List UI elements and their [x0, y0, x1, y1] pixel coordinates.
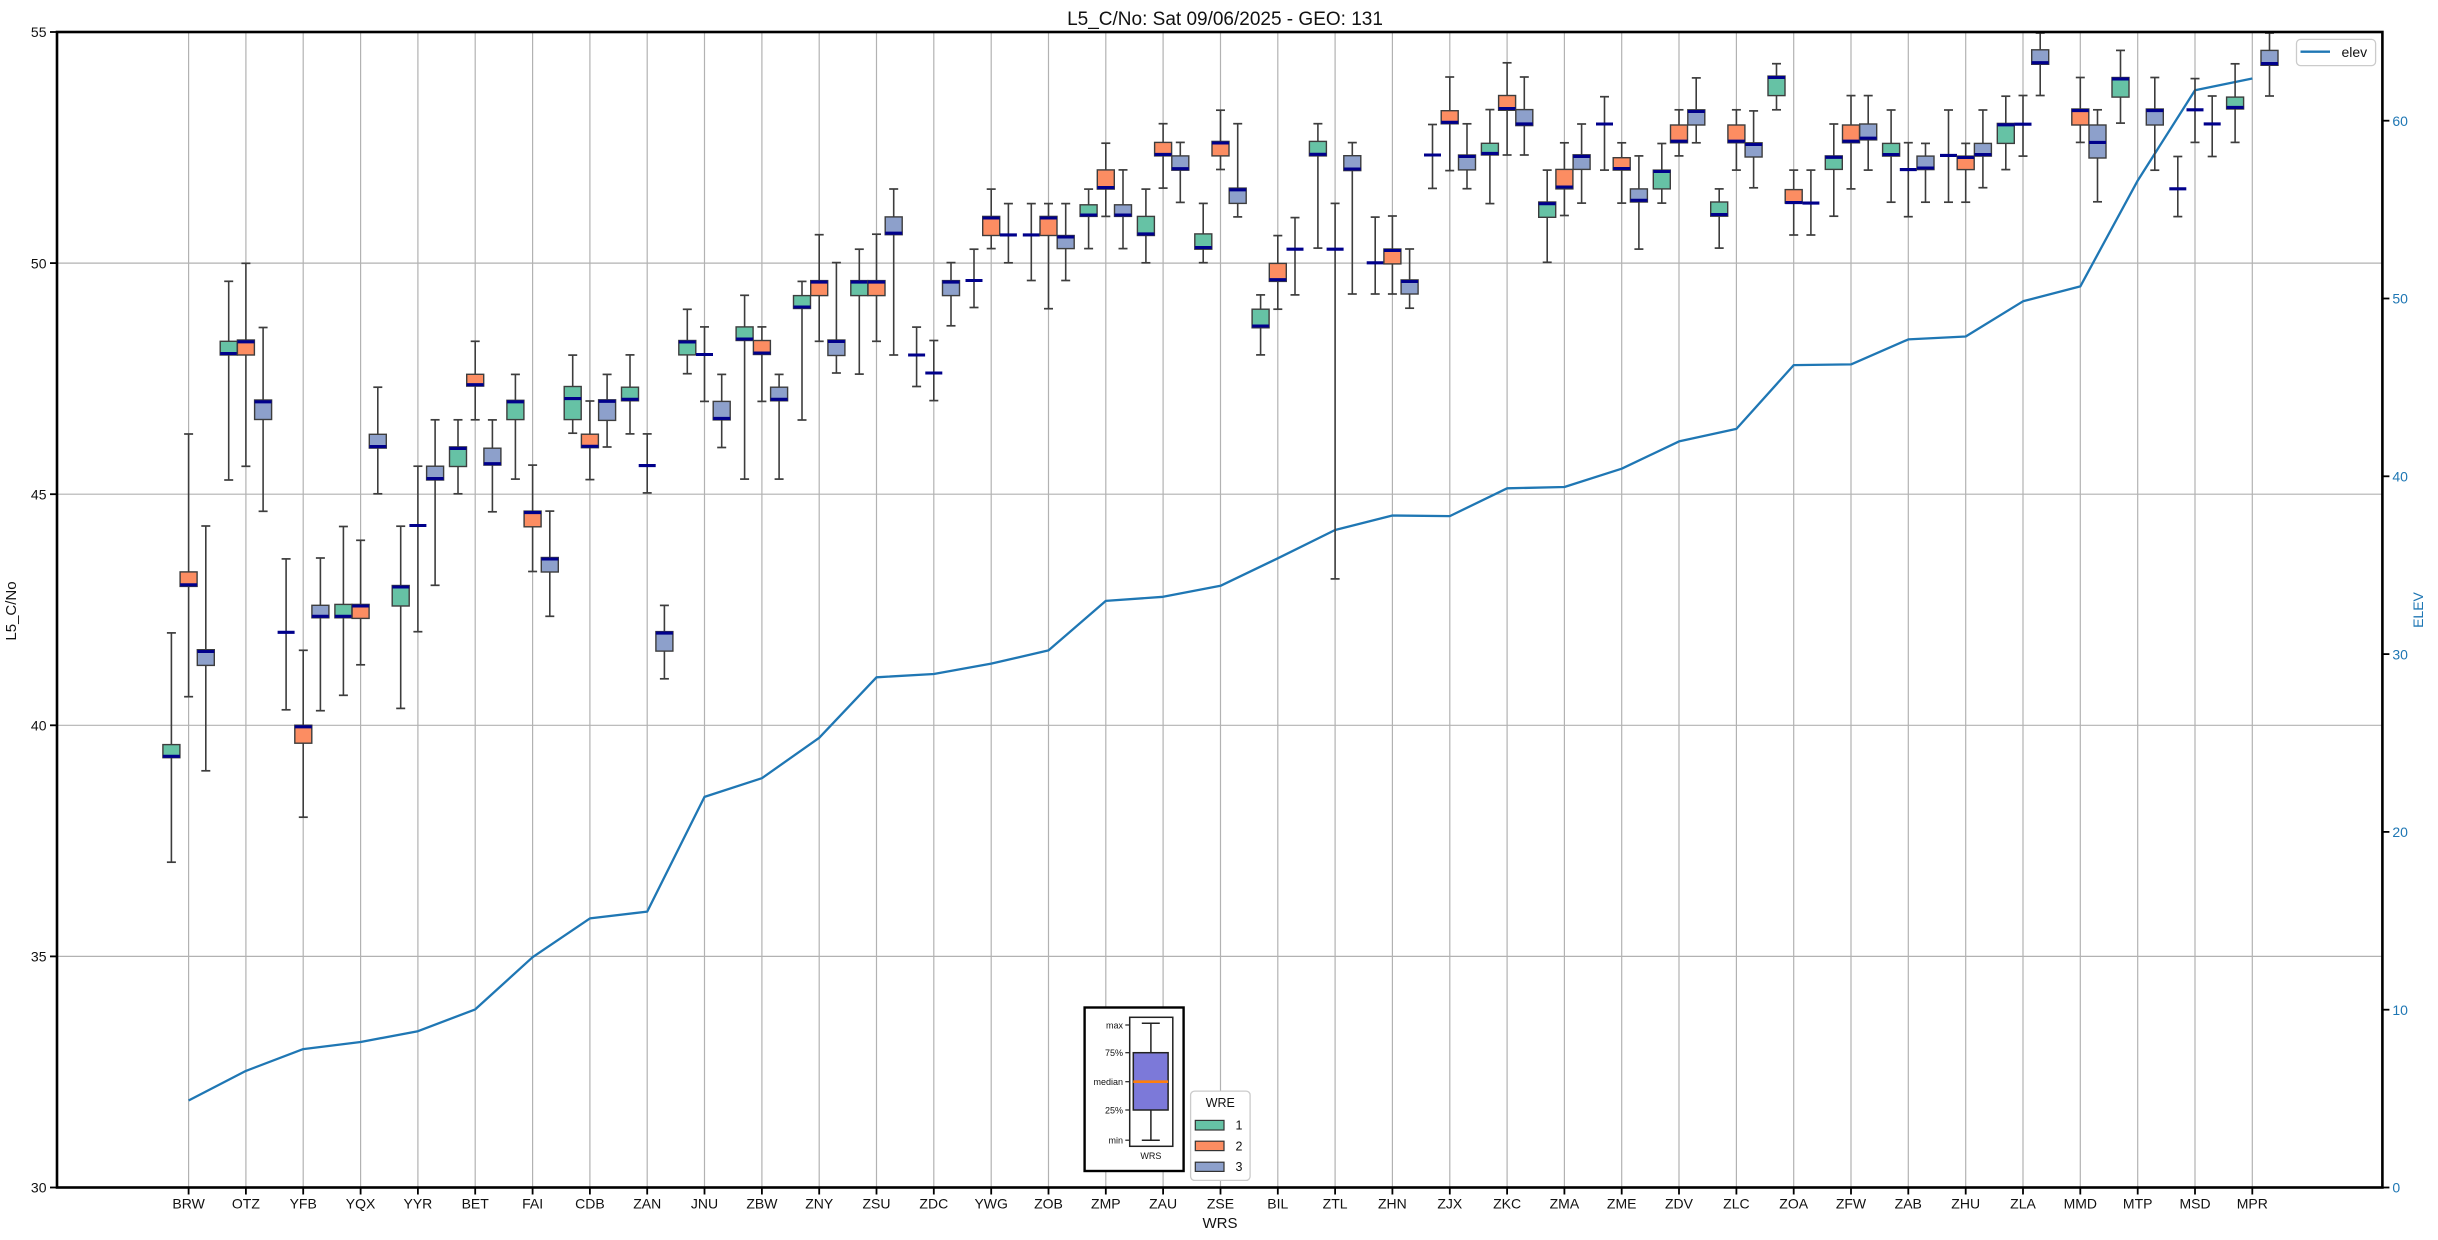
svg-text:L5_C/No: L5_C/No: [3, 581, 20, 640]
svg-text:ZLA: ZLA: [2010, 1195, 2036, 1211]
svg-text:ZFW: ZFW: [1836, 1195, 1867, 1211]
svg-text:ZSE: ZSE: [1207, 1195, 1234, 1211]
svg-text:ZLC: ZLC: [1723, 1195, 1749, 1211]
svg-text:60: 60: [2392, 113, 2408, 129]
svg-text:ZOA: ZOA: [1779, 1195, 1808, 1211]
svg-text:ZNY: ZNY: [805, 1195, 834, 1211]
svg-text:WRS: WRS: [1140, 1151, 1161, 1161]
svg-text:75%: 75%: [1105, 1048, 1123, 1058]
svg-text:40: 40: [31, 718, 47, 734]
svg-text:25%: 25%: [1105, 1105, 1123, 1115]
svg-text:FAI: FAI: [522, 1195, 543, 1211]
svg-text:35: 35: [31, 949, 47, 965]
svg-text:OTZ: OTZ: [232, 1195, 260, 1211]
svg-text:WRS: WRS: [1203, 1215, 1238, 1232]
svg-text:JNU: JNU: [691, 1195, 718, 1211]
svg-text:MPR: MPR: [2237, 1195, 2268, 1211]
svg-text:ZDC: ZDC: [919, 1195, 948, 1211]
svg-text:WRE: WRE: [1206, 1096, 1235, 1110]
svg-text:ZHN: ZHN: [1378, 1195, 1407, 1211]
svg-text:L5_C/No: Sat 09/06/2025 - GEO:: L5_C/No: Sat 09/06/2025 - GEO: 131: [1067, 9, 1383, 30]
svg-text:20: 20: [2392, 824, 2408, 840]
svg-text:YQX: YQX: [346, 1195, 376, 1211]
svg-text:BET: BET: [462, 1195, 490, 1211]
svg-text:elev: elev: [2342, 44, 2368, 60]
svg-text:MMD: MMD: [2064, 1195, 2097, 1211]
svg-text:30: 30: [31, 1180, 47, 1196]
svg-text:ZBW: ZBW: [746, 1195, 778, 1211]
svg-text:10: 10: [2392, 1002, 2408, 1018]
svg-text:45: 45: [31, 486, 47, 502]
svg-text:ZOB: ZOB: [1034, 1195, 1063, 1211]
svg-text:0: 0: [2392, 1180, 2400, 1196]
svg-text:median: median: [1093, 1077, 1123, 1087]
svg-text:3: 3: [1236, 1160, 1243, 1174]
svg-text:ZME: ZME: [1607, 1195, 1637, 1211]
svg-text:ZAB: ZAB: [1895, 1195, 1922, 1211]
svg-text:ZSU: ZSU: [863, 1195, 891, 1211]
svg-text:1: 1: [1236, 1119, 1243, 1133]
svg-text:BRW: BRW: [172, 1195, 205, 1211]
svg-text:ZHU: ZHU: [1951, 1195, 1980, 1211]
svg-text:55: 55: [31, 24, 47, 40]
svg-text:YWG: YWG: [974, 1195, 1007, 1211]
svg-text:MTP: MTP: [2123, 1195, 2153, 1211]
svg-text:ZKC: ZKC: [1493, 1195, 1521, 1211]
svg-text:CDB: CDB: [575, 1195, 605, 1211]
svg-text:40: 40: [2392, 469, 2408, 485]
svg-text:50: 50: [31, 255, 47, 271]
svg-text:ZJX: ZJX: [1437, 1195, 1463, 1211]
svg-text:YYR: YYR: [404, 1195, 433, 1211]
svg-text:ZMA: ZMA: [1550, 1195, 1580, 1211]
svg-text:ZAN: ZAN: [633, 1195, 661, 1211]
svg-text:ZTL: ZTL: [1323, 1195, 1348, 1211]
svg-text:50: 50: [2392, 291, 2408, 307]
svg-text:ZAU: ZAU: [1149, 1195, 1177, 1211]
svg-text:MSD: MSD: [2179, 1195, 2210, 1211]
svg-text:min: min: [1108, 1136, 1123, 1146]
svg-text:ZMP: ZMP: [1091, 1195, 1121, 1211]
svg-text:ELEV: ELEV: [2410, 591, 2426, 627]
svg-text:BIL: BIL: [1267, 1195, 1288, 1211]
svg-text:max: max: [1106, 1020, 1124, 1030]
svg-text:ZDV: ZDV: [1665, 1195, 1694, 1211]
svg-text:30: 30: [2392, 646, 2408, 662]
svg-text:2: 2: [1236, 1139, 1243, 1153]
svg-text:YFB: YFB: [290, 1195, 317, 1211]
